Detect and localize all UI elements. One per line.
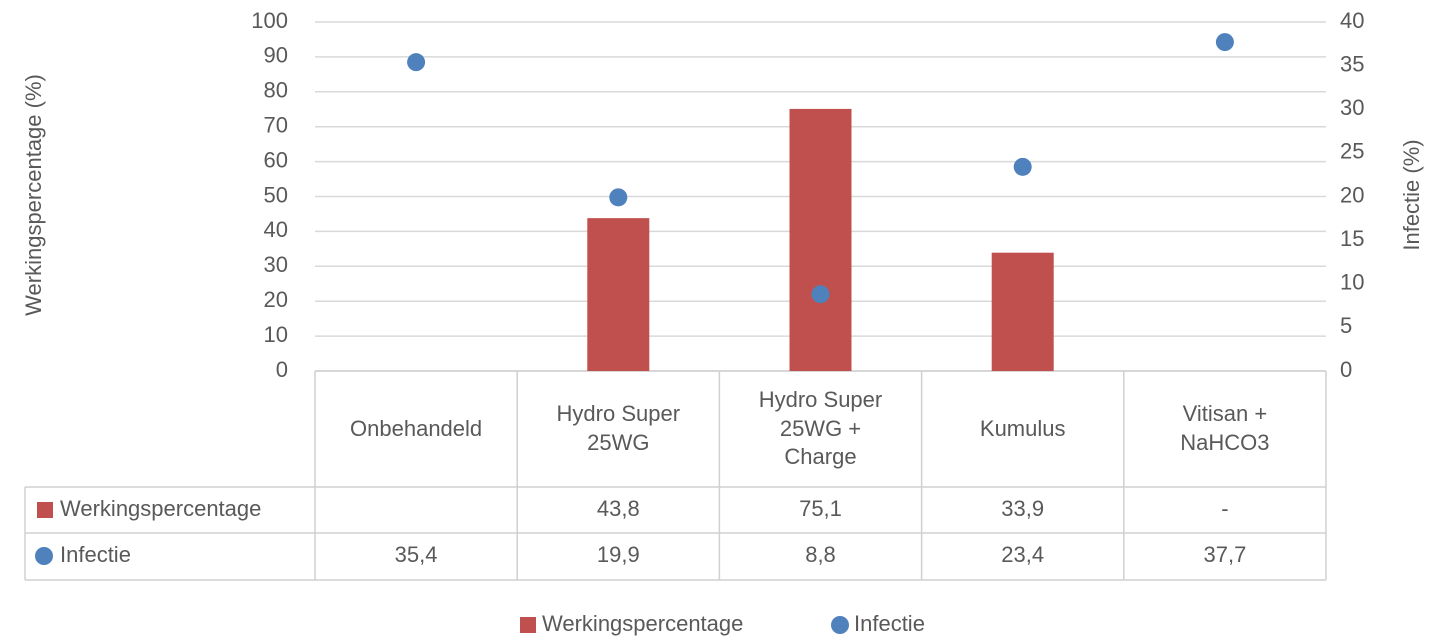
table-cell: 33,9 bbox=[1001, 496, 1044, 521]
y2-axis-title: Infectie (%) bbox=[1399, 139, 1424, 250]
category-text: Kumulus bbox=[979, 415, 1066, 441]
y2-tick-label: 25 bbox=[1340, 139, 1364, 164]
legend-label: Werkingspercentage bbox=[542, 611, 743, 636]
y2-tick-label: 20 bbox=[1340, 182, 1364, 207]
table-cell: 43,8 bbox=[597, 496, 640, 521]
table-cell: 35,4 bbox=[395, 542, 438, 567]
bar bbox=[789, 108, 852, 371]
x-tick-label: Vitisan + NaHCO3 bbox=[1124, 371, 1326, 487]
y-tick-label: 100 bbox=[251, 8, 288, 33]
y-tick-label: 30 bbox=[264, 252, 288, 277]
bar bbox=[587, 218, 650, 371]
y2-tick-label: 15 bbox=[1340, 226, 1364, 251]
y-tick-label: 90 bbox=[264, 43, 288, 68]
y-tick-label: 80 bbox=[264, 78, 288, 103]
y2-tick-label: 30 bbox=[1340, 95, 1364, 120]
x-tick-label: Hydro Super 25WG bbox=[517, 371, 719, 487]
y2-tick-label: 40 bbox=[1340, 8, 1364, 33]
table-cell: 8,8 bbox=[805, 542, 836, 567]
y-tick-label: 70 bbox=[264, 113, 288, 138]
y-tick-label: 50 bbox=[264, 182, 288, 207]
category-text: Hydro Super 25WG + Charge bbox=[758, 387, 883, 470]
table-legend-key bbox=[37, 502, 53, 518]
table-row-label: Werkingspercentage bbox=[60, 496, 261, 521]
x-tick-label: Onbehandeld bbox=[315, 371, 517, 487]
table-cell: 19,9 bbox=[597, 542, 640, 567]
point bbox=[609, 188, 628, 207]
category-text: Hydro Super 25WG bbox=[556, 401, 681, 455]
table-cell: 23,4 bbox=[1001, 542, 1044, 567]
table-cell: 37,7 bbox=[1203, 542, 1246, 567]
table-legend-key bbox=[35, 547, 53, 565]
legend-label: Infectie bbox=[854, 611, 925, 636]
point bbox=[407, 53, 426, 72]
category-text: Vitisan + NaHCO3 bbox=[1180, 401, 1270, 455]
category-text: Onbehandeld bbox=[350, 415, 483, 441]
y-tick-label: 20 bbox=[264, 287, 288, 312]
y-tick-label: 60 bbox=[264, 147, 288, 172]
bar bbox=[991, 252, 1054, 371]
legend-key bbox=[520, 617, 536, 633]
x-tick-label: Hydro Super 25WG + Charge bbox=[719, 371, 921, 487]
y-tick-label: 10 bbox=[264, 322, 288, 347]
y-tick-label: 40 bbox=[264, 217, 288, 242]
point bbox=[811, 285, 830, 304]
table-cell: - bbox=[1221, 496, 1228, 521]
y-tick-label: 0 bbox=[276, 357, 288, 382]
y2-tick-label: 10 bbox=[1340, 270, 1364, 295]
table-row-label: Infectie bbox=[60, 542, 131, 567]
x-tick-label: Kumulus bbox=[922, 371, 1124, 487]
point bbox=[1215, 33, 1234, 52]
legend-key bbox=[831, 616, 849, 634]
y-axis-title: Werkingspercentage (%) bbox=[21, 74, 46, 316]
point bbox=[1013, 157, 1032, 176]
y2-tick-label: 0 bbox=[1340, 357, 1352, 382]
y2-tick-label: 5 bbox=[1340, 313, 1352, 338]
table-cell: 75,1 bbox=[799, 496, 842, 521]
y2-tick-label: 35 bbox=[1340, 51, 1364, 76]
